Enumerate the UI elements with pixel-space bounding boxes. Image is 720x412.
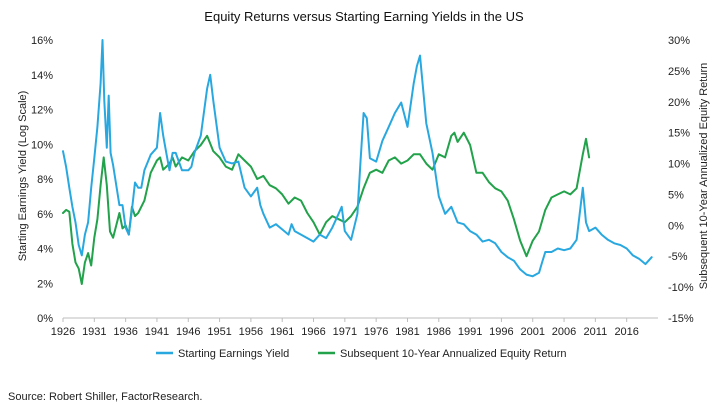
y-tick-label-right: 10% <box>668 159 690 171</box>
x-tick-label: 1981 <box>395 326 419 338</box>
plot-series <box>62 39 653 285</box>
x-tick-label: 1966 <box>301 326 325 338</box>
y-tick-label-left: 14% <box>31 70 53 82</box>
y-tick-label-right: -5% <box>668 251 688 263</box>
x-tick-label: 1961 <box>270 326 294 338</box>
y-tick-label-right: 0% <box>668 220 684 232</box>
source-note: Source: Robert Shiller, FactorResearch. <box>8 391 203 403</box>
y-tick-label-right: -10% <box>668 282 694 294</box>
y-tick-label-right: 20% <box>668 97 690 109</box>
legend-label-earnings-yield: Starting Earnings Yield <box>178 348 289 360</box>
y-tick-label-left: 10% <box>31 139 53 151</box>
x-tick-label: 1946 <box>176 326 200 338</box>
chart: Equity Returns versus Starting Earning Y… <box>17 9 710 360</box>
x-tick-label: 1986 <box>427 326 451 338</box>
x-tick-label: 1941 <box>145 326 169 338</box>
y-tick-label-right: -15% <box>668 313 694 325</box>
x-tick-label: 1996 <box>489 326 513 338</box>
y-axis-label-right: Subsequent 10-Year Annualized Equity Ret… <box>698 63 710 289</box>
axes: 0% 2% 4% 6% 8% 10% 12% 14% 16% -15% -10% -5% 0% 5% 10%… <box>31 35 694 338</box>
y-tick-label-left: 12% <box>31 105 53 117</box>
y-tick-label-left: 0% <box>37 313 53 325</box>
y-tick-label-left: 8% <box>37 174 53 186</box>
x-tick-label: 1956 <box>239 326 263 338</box>
y-tick-label-right: 5% <box>668 189 684 201</box>
y-axis-label-left: Starting Earnings Yield (Log Scale) <box>17 91 29 262</box>
y-tick-label-right: 15% <box>668 128 690 140</box>
x-tick-label: 2016 <box>614 326 638 338</box>
chart-title: Equity Returns versus Starting Earning Y… <box>204 9 524 24</box>
y-tick-label-left: 4% <box>37 244 53 256</box>
series-line-earnings-yield <box>62 39 653 278</box>
y-tick-label-left: 2% <box>37 278 53 290</box>
x-tick-label: 2011 <box>584 326 608 338</box>
series-line-equity-return <box>62 131 591 285</box>
y-tick-label-left: 6% <box>37 209 53 221</box>
x-tick-label: 1936 <box>113 326 137 338</box>
x-tick-label: 1971 <box>333 326 357 338</box>
x-tick-label: 1951 <box>207 326 231 338</box>
x-tick-label: 2006 <box>552 326 576 338</box>
legend-label-equity-return: Subsequent 10-Year Annualized Equity Ret… <box>340 348 566 360</box>
x-tick-label: 1926 <box>51 326 75 338</box>
y-tick-label-right: 25% <box>668 66 690 78</box>
x-tick-label: 2001 <box>520 326 544 338</box>
x-tick-label: 1931 <box>82 326 106 338</box>
x-tick-label: 1991 <box>458 326 482 338</box>
y-tick-label-right: 30% <box>668 35 690 47</box>
legend: Starting Earnings Yield Subsequent 10-Ye… <box>156 348 566 360</box>
y-tick-label-left: 16% <box>31 35 53 47</box>
x-tick-label: 1976 <box>364 326 388 338</box>
